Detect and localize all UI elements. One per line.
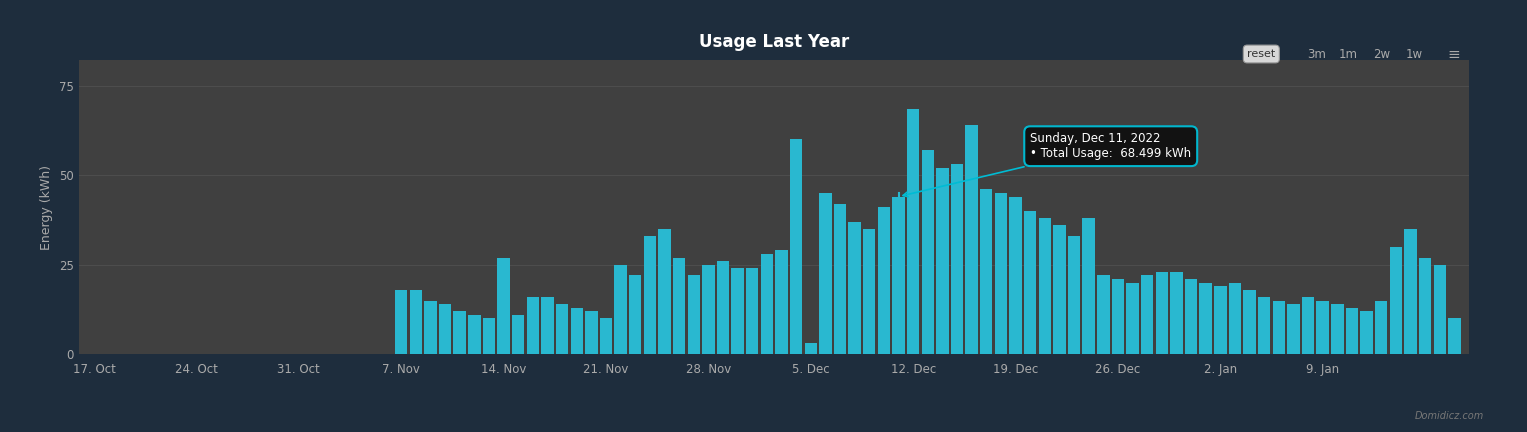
Bar	[1083, 218, 1095, 354]
Bar	[614, 265, 626, 354]
Bar	[512, 315, 524, 354]
Bar	[673, 257, 686, 354]
Bar	[1361, 311, 1373, 354]
Text: 1m: 1m	[1339, 48, 1358, 60]
Bar	[1200, 283, 1212, 354]
Text: Sunday, Dec 11, 2022
• Total Usage:  68.499 kWh: Sunday, Dec 11, 2022 • Total Usage: 68.4…	[902, 132, 1191, 197]
Bar	[892, 197, 904, 354]
Bar	[1272, 301, 1286, 354]
Bar	[1316, 301, 1328, 354]
Text: reset: reset	[1248, 49, 1275, 59]
Bar	[834, 204, 846, 354]
Bar	[425, 301, 437, 354]
Bar	[498, 257, 510, 354]
Bar	[1434, 265, 1446, 354]
Bar	[1067, 236, 1080, 354]
Bar	[629, 276, 641, 354]
Bar	[702, 265, 715, 354]
Bar	[585, 311, 597, 354]
Bar	[556, 304, 568, 354]
Bar	[849, 222, 861, 354]
Bar	[1448, 318, 1460, 354]
Bar	[1141, 276, 1153, 354]
Bar	[541, 297, 554, 354]
Bar	[1112, 279, 1124, 354]
Bar	[1345, 308, 1358, 354]
Bar	[1419, 257, 1431, 354]
Bar	[1258, 297, 1270, 354]
Bar	[907, 109, 919, 354]
Bar	[951, 164, 964, 354]
Bar	[1374, 301, 1388, 354]
Bar	[600, 318, 612, 354]
Bar	[716, 261, 730, 354]
Bar	[863, 229, 875, 354]
Bar	[1287, 304, 1299, 354]
Bar	[644, 236, 657, 354]
Bar	[936, 168, 948, 354]
Bar	[965, 125, 977, 354]
Bar	[1009, 197, 1022, 354]
Bar	[1405, 229, 1417, 354]
Bar	[1185, 279, 1197, 354]
Bar	[922, 150, 935, 354]
Bar	[658, 229, 670, 354]
Bar	[571, 308, 583, 354]
Bar	[454, 311, 466, 354]
Text: 3m: 3m	[1307, 48, 1325, 60]
Text: Domidicz.com: Domidicz.com	[1416, 411, 1484, 421]
Bar	[395, 290, 408, 354]
Bar	[1303, 297, 1315, 354]
Y-axis label: Energy (kWh): Energy (kWh)	[40, 165, 53, 250]
Bar	[760, 254, 773, 354]
Text: 1w: 1w	[1405, 48, 1423, 60]
Bar	[438, 304, 452, 354]
Bar	[747, 268, 759, 354]
Bar	[1127, 283, 1139, 354]
Bar	[1054, 225, 1066, 354]
Bar	[994, 193, 1008, 354]
Bar	[1025, 211, 1037, 354]
Bar	[483, 318, 495, 354]
Bar	[805, 343, 817, 354]
Bar	[1038, 218, 1051, 354]
Bar	[980, 190, 993, 354]
Bar	[731, 268, 744, 354]
Bar	[1243, 290, 1255, 354]
Bar	[818, 193, 832, 354]
Text: ≡: ≡	[1448, 47, 1460, 61]
Bar	[776, 251, 788, 354]
Text: 2w: 2w	[1373, 48, 1391, 60]
Title: Usage Last Year: Usage Last Year	[699, 32, 849, 51]
Bar	[1332, 304, 1344, 354]
Bar	[1096, 276, 1110, 354]
Bar	[789, 139, 802, 354]
Bar	[1390, 247, 1402, 354]
Bar	[1170, 272, 1182, 354]
Bar	[687, 276, 699, 354]
Bar	[1156, 272, 1168, 354]
Bar	[527, 297, 539, 354]
Bar	[409, 290, 421, 354]
Bar	[469, 315, 481, 354]
Bar	[1229, 283, 1241, 354]
Bar	[878, 207, 890, 354]
Bar	[1214, 286, 1226, 354]
